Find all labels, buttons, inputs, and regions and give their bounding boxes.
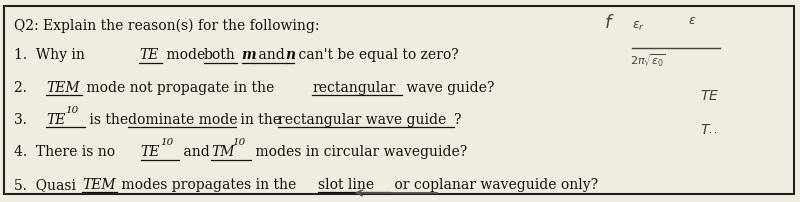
Text: both: both [204,48,236,62]
Text: can't be equal to zero?: can't be equal to zero? [294,48,459,62]
Text: and: and [179,145,214,159]
Text: mode not propagate in the: mode not propagate in the [82,81,278,95]
Text: modes propagates in the: modes propagates in the [117,178,301,192]
Text: dominate mode: dominate mode [128,113,238,127]
Text: TM: TM [211,145,234,159]
Text: rectangular wave guide: rectangular wave guide [278,113,446,127]
Text: $\varepsilon_r$: $\varepsilon_r$ [632,20,645,33]
Text: 2.: 2. [14,81,36,95]
Text: wave guide?: wave guide? [402,81,494,95]
Text: Q2: Explain the reason(s) for the following:: Q2: Explain the reason(s) for the follow… [14,18,320,33]
Text: modes in circular waveguide?: modes in circular waveguide? [251,145,467,159]
Text: 3.: 3. [14,113,36,127]
Text: in the: in the [236,113,286,127]
Text: slot line: slot line [318,178,374,192]
Text: 10: 10 [160,138,174,147]
Text: TE: TE [141,145,160,159]
Text: 4.  There is no: 4. There is no [14,145,120,159]
Text: TE: TE [139,48,158,62]
Text: n: n [286,48,296,62]
Text: 5.  Quasi: 5. Quasi [14,178,81,192]
Text: 10: 10 [66,106,79,115]
Text: $TE$: $TE$ [700,89,719,103]
Text: rectangular: rectangular [312,81,395,95]
Text: TEM: TEM [82,178,116,192]
Text: $T_{\cdot\cdot}$: $T_{\cdot\cdot}$ [700,121,718,135]
Text: TEM: TEM [46,81,80,95]
Text: TE: TE [46,113,66,127]
Text: m: m [242,48,256,62]
Text: $\varepsilon$: $\varepsilon$ [688,14,696,27]
Text: $2\pi\sqrt{\varepsilon_0}$: $2\pi\sqrt{\varepsilon_0}$ [630,53,666,69]
Text: is the: is the [85,113,132,127]
Text: $f$: $f$ [604,14,614,32]
Text: or coplanar waveguide only?: or coplanar waveguide only? [390,178,598,192]
Text: 10: 10 [232,138,246,147]
Text: mode: mode [162,48,210,62]
Text: ?: ? [454,113,461,127]
Text: 1.  Why in: 1. Why in [14,48,90,62]
Text: and: and [254,48,290,62]
